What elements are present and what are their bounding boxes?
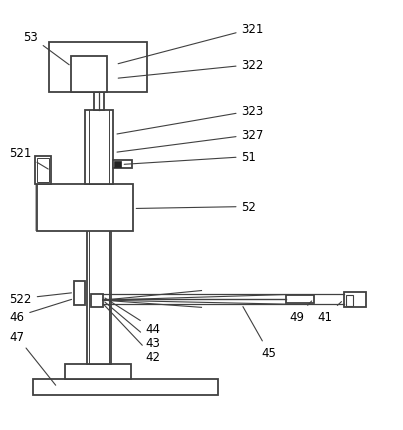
Text: 323: 323 xyxy=(117,104,264,135)
Bar xyxy=(85,111,113,185)
Text: 46: 46 xyxy=(9,300,72,323)
Bar xyxy=(74,282,85,305)
Text: 322: 322 xyxy=(118,59,264,79)
Bar xyxy=(33,380,218,395)
Bar xyxy=(107,165,111,364)
Bar xyxy=(109,111,113,185)
Text: 321: 321 xyxy=(118,23,264,64)
Bar xyxy=(87,165,111,364)
Text: 43: 43 xyxy=(105,302,160,349)
Bar xyxy=(113,160,132,169)
Text: 47: 47 xyxy=(9,330,56,385)
Text: 41: 41 xyxy=(318,302,341,323)
Bar xyxy=(85,111,89,185)
Bar xyxy=(37,159,49,183)
Bar xyxy=(35,157,51,185)
Text: 53: 53 xyxy=(23,31,69,66)
Text: 45: 45 xyxy=(243,307,276,359)
Text: 522: 522 xyxy=(9,292,71,305)
Bar xyxy=(71,57,108,93)
Text: 44: 44 xyxy=(105,298,160,335)
Bar xyxy=(286,295,314,304)
Text: 521: 521 xyxy=(9,147,48,170)
Bar xyxy=(35,185,39,231)
Text: 51: 51 xyxy=(124,150,256,165)
Bar xyxy=(50,43,147,93)
Bar xyxy=(129,185,133,231)
Text: 327: 327 xyxy=(117,129,264,153)
Bar xyxy=(87,165,91,364)
Bar xyxy=(114,162,120,168)
Text: 42: 42 xyxy=(104,306,160,363)
Bar xyxy=(94,93,104,111)
Bar xyxy=(344,292,366,307)
Text: 52: 52 xyxy=(136,200,256,214)
Bar xyxy=(65,364,131,380)
Bar xyxy=(347,295,353,306)
Text: 49: 49 xyxy=(289,301,312,323)
Bar xyxy=(37,185,133,231)
Bar xyxy=(91,294,103,307)
